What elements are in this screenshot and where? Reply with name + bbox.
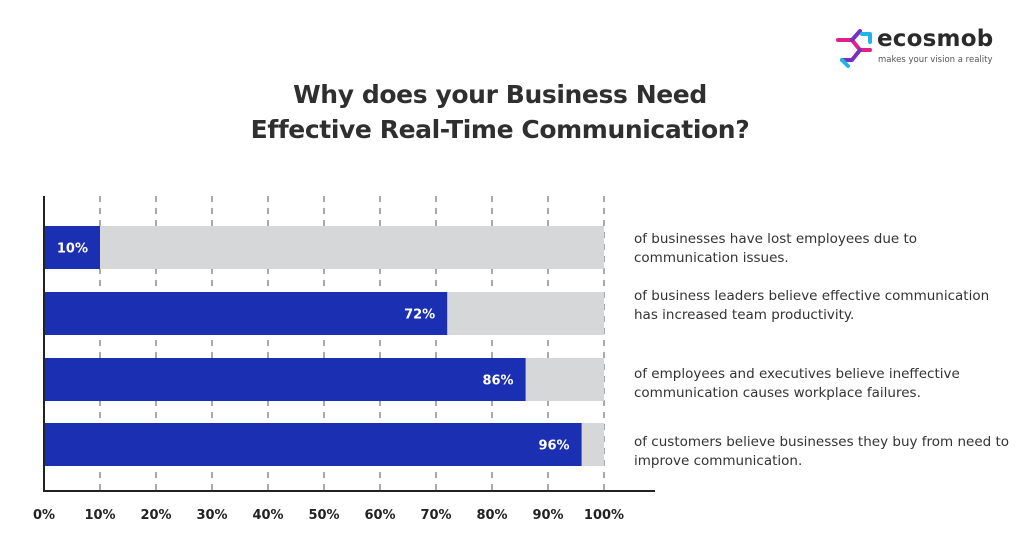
- bar-value-label: 96%: [538, 439, 569, 454]
- description-4: of customers believe businesses they buy…: [634, 434, 1010, 469]
- x-tick-label: 100%: [584, 508, 624, 523]
- x-tick-label: 30%: [196, 508, 227, 523]
- description-1: of businesses have lost employees due to…: [634, 231, 918, 266]
- bar: [44, 423, 582, 466]
- x-tick-label: 80%: [476, 508, 507, 523]
- title-line-2: Effective Real-Time Communication?: [250, 115, 750, 144]
- description-3: of employees and executives believe inef…: [634, 366, 960, 401]
- bar: [44, 358, 526, 401]
- x-tick-label: 60%: [364, 508, 395, 523]
- bar: [44, 292, 448, 335]
- description-2: of business leaders believe effective co…: [634, 288, 990, 323]
- x-tick-label: 10%: [84, 508, 115, 523]
- brand-logo: ecosmob makes your vision a reality: [832, 26, 1002, 70]
- x-tick-label: 40%: [252, 508, 283, 523]
- x-tick-label: 90%: [532, 508, 563, 523]
- bar-value-label: 86%: [482, 374, 513, 389]
- bar-track: [44, 226, 604, 269]
- title-line-1: Why does your Business Need: [293, 80, 707, 109]
- x-tick-label: 70%: [420, 508, 451, 523]
- page-title: Why does your Business Need Effective Re…: [0, 77, 1000, 147]
- x-tick-label: 0%: [33, 508, 55, 523]
- brand-name: ecosmob: [877, 26, 994, 52]
- ecosmob-logo-icon: [836, 29, 872, 68]
- bar: [44, 226, 100, 269]
- x-tick-label: 20%: [140, 508, 171, 523]
- bar-value-label: 10%: [57, 242, 88, 257]
- brand-tagline: makes your vision a reality: [878, 55, 993, 65]
- bar-value-label: 72%: [404, 308, 435, 323]
- x-tick-label: 50%: [308, 508, 339, 523]
